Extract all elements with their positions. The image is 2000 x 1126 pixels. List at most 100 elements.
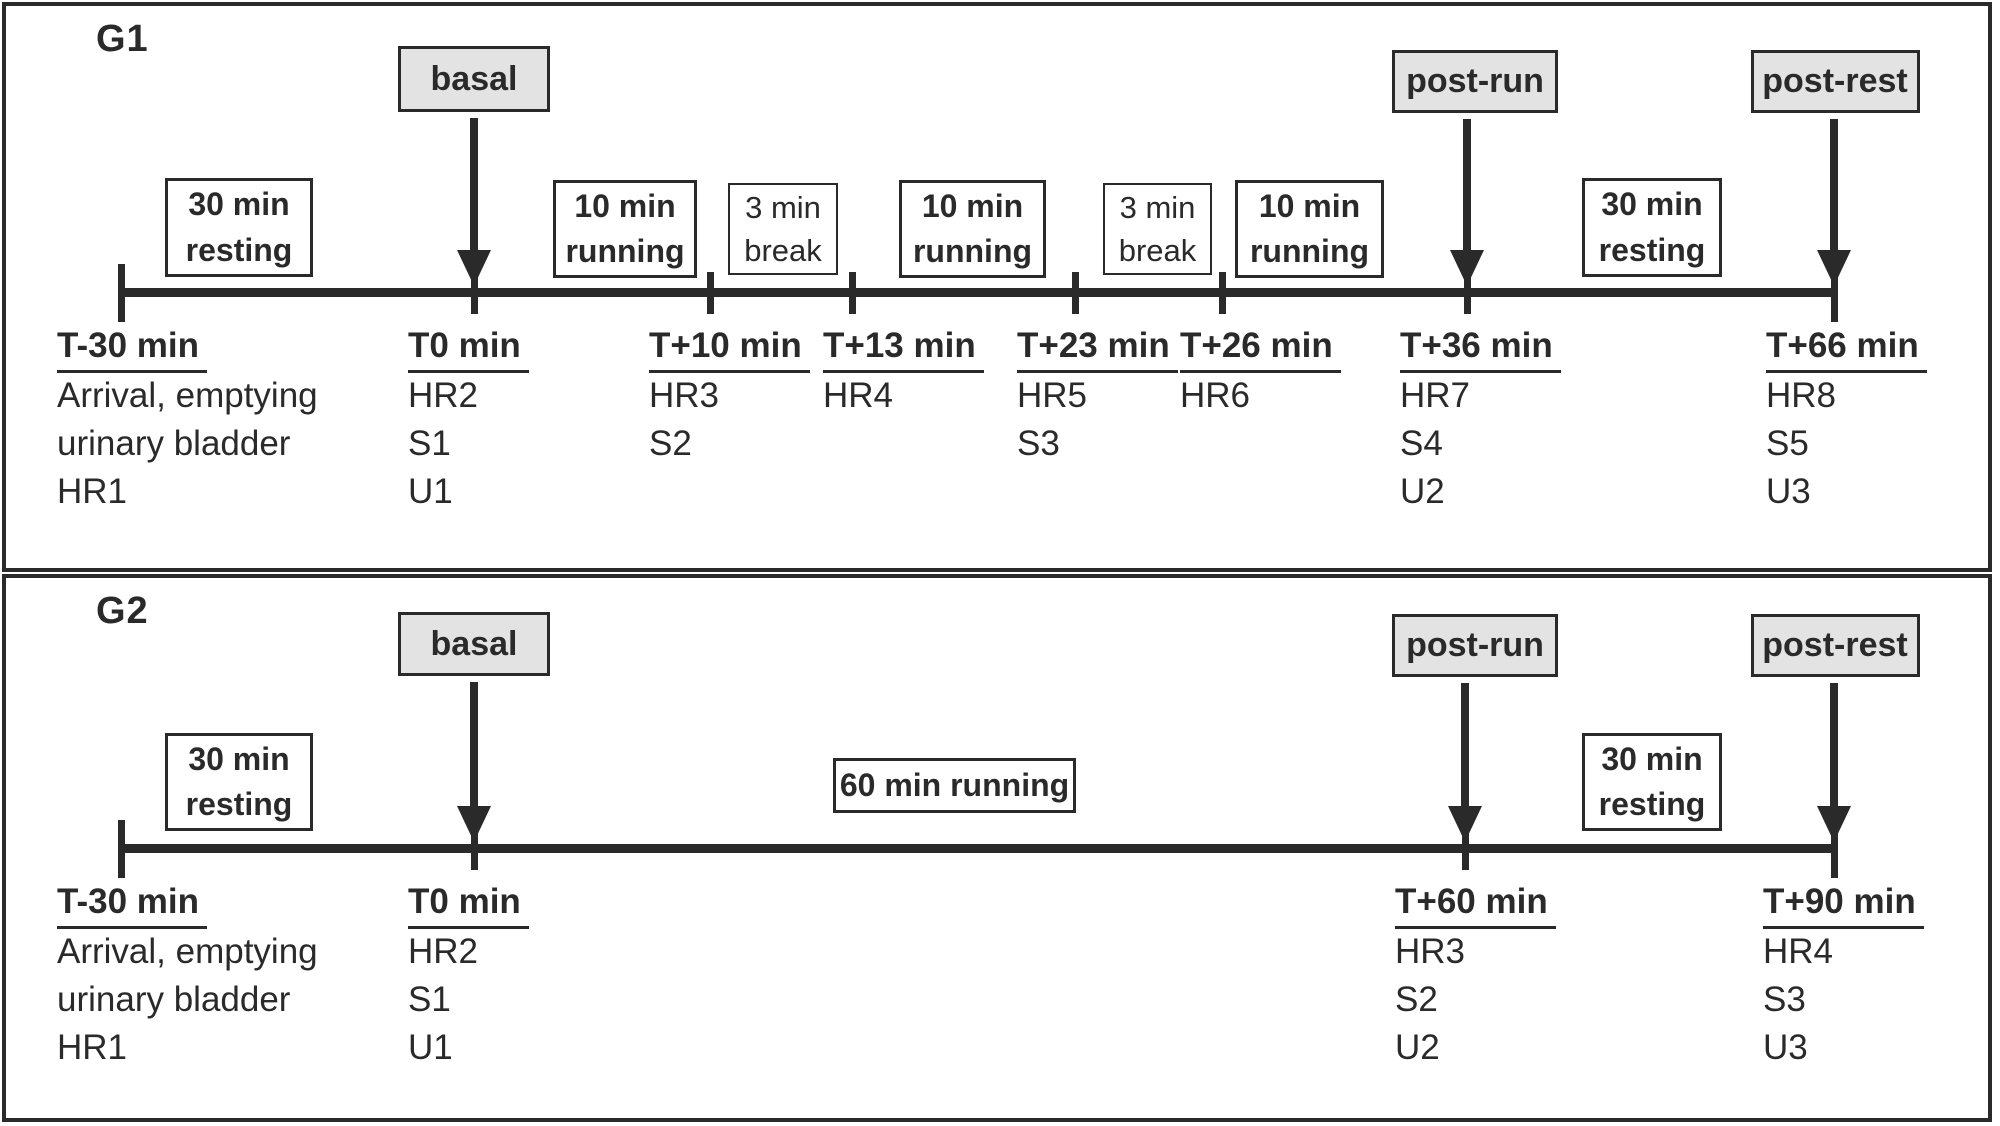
sample-point-box-postrest: post-rest xyxy=(1750,614,1920,677)
activity-box-line: 10 min xyxy=(574,187,676,224)
measurement-row: HR7 xyxy=(1400,376,1471,415)
down-arrow-head xyxy=(1817,806,1851,842)
panel-g2: G2 basal post-run post-rest 30 min resting 60 … xyxy=(2,574,1992,1122)
time-point-label: T+26 min xyxy=(1180,326,1341,373)
activity-box: 3 min break xyxy=(728,183,838,275)
activity-box-line: 10 min xyxy=(921,187,1024,224)
timeline-tick xyxy=(1462,827,1469,870)
activity-box-line: resting xyxy=(185,786,293,822)
timeline-tick xyxy=(118,263,125,322)
activity-box-line: resting xyxy=(185,231,293,268)
time-point-label: T0 min xyxy=(408,882,529,929)
time-point-label: T+60 min xyxy=(1395,882,1556,929)
activity-box: 30 min resting xyxy=(1582,178,1722,277)
activity-box: 10 min running xyxy=(553,180,697,278)
activity-box: 30 min resting xyxy=(1582,733,1722,831)
time-point-label: T-30 min xyxy=(57,326,207,373)
measurement-row: HR2 xyxy=(408,376,479,415)
activity-box-line: 30 min xyxy=(188,740,290,777)
activity-box-line: 3 min xyxy=(745,189,821,225)
measurement-row: HR4 xyxy=(823,376,894,415)
timeline-tick xyxy=(118,819,125,878)
time-point-label: T+90 min xyxy=(1763,882,1924,929)
down-arrow-stem xyxy=(1830,683,1838,808)
timeline-tick xyxy=(707,271,714,314)
time-point-label: T+66 min xyxy=(1766,326,1927,373)
measurement-row: S5 xyxy=(1766,424,1809,463)
sample-point-box-postrest: post-rest xyxy=(1750,50,1920,113)
measurement-row: Arrival, emptying xyxy=(57,376,318,415)
timeline-tick xyxy=(1831,819,1838,878)
activity-box-line: break xyxy=(1118,233,1197,268)
measurement-row: urinary bladder xyxy=(57,424,291,463)
activity-box: 10 min running xyxy=(899,180,1046,278)
measurement-row: Arrival, emptying xyxy=(57,932,318,971)
time-point-label: T+23 min xyxy=(1017,326,1178,373)
group-label: G1 xyxy=(96,18,149,60)
timeline-tick xyxy=(849,271,856,314)
measurement-row: U3 xyxy=(1763,1028,1808,1067)
timeline-tick xyxy=(1464,271,1471,314)
measurement-row: U3 xyxy=(1766,472,1811,511)
activity-box: 10 min running xyxy=(1235,180,1384,278)
down-arrow-stem xyxy=(470,682,478,808)
activity-box: 30 min resting xyxy=(165,178,313,277)
down-arrow-head xyxy=(1450,250,1484,286)
down-arrow-head xyxy=(1817,250,1851,286)
measurement-row: HR5 xyxy=(1017,376,1088,415)
sample-point-box-postrun: post-run xyxy=(1392,50,1558,113)
activity-box-line: running xyxy=(1249,233,1370,269)
time-point-label: T+13 min xyxy=(823,326,984,373)
measurement-row: S3 xyxy=(1017,424,1060,463)
activity-box-line: 30 min xyxy=(188,186,290,223)
sample-point-box-basal: basal xyxy=(398,46,550,112)
timeline-tick xyxy=(1831,263,1838,322)
activity-box-line: 10 min xyxy=(1258,187,1361,224)
measurement-row: S2 xyxy=(649,424,692,463)
activity-box: 60 min running xyxy=(833,758,1076,813)
measurement-row: HR1 xyxy=(57,472,128,511)
time-point-label: T0 min xyxy=(408,326,529,373)
timeline-tick xyxy=(471,271,478,314)
measurement-row: S1 xyxy=(408,980,451,1019)
down-arrow-stem xyxy=(1463,119,1471,252)
measurement-row: U1 xyxy=(408,1028,453,1067)
activity-box: 3 min break xyxy=(1103,183,1212,275)
down-arrow-head xyxy=(1448,806,1482,842)
measurement-row: HR4 xyxy=(1763,932,1834,971)
timeline-bar xyxy=(121,844,1838,853)
timeline-tick xyxy=(471,827,478,870)
activity-box-line: 30 min xyxy=(1601,740,1703,777)
sample-point-box-postrun: post-run xyxy=(1392,614,1558,677)
down-arrow-stem xyxy=(1830,119,1838,252)
timeline-tick xyxy=(1219,271,1226,314)
group-label: G2 xyxy=(96,590,149,632)
measurement-row: HR2 xyxy=(408,932,479,971)
activity-box-line: 30 min xyxy=(1601,186,1703,223)
measurement-row: HR1 xyxy=(57,1028,128,1067)
activity-box-line: resting xyxy=(1598,231,1706,268)
activity-box-line: 3 min xyxy=(1119,189,1196,225)
measurement-row: HR8 xyxy=(1766,376,1837,415)
measurement-row: urinary bladder xyxy=(57,980,291,1019)
time-point-label: T-30 min xyxy=(57,882,207,929)
down-arrow-stem xyxy=(1461,683,1469,808)
measurement-row: S2 xyxy=(1395,980,1438,1019)
activity-box-line: 60 min running xyxy=(839,766,1070,803)
activity-box-line: break xyxy=(744,233,822,268)
measurement-row: U1 xyxy=(408,472,453,511)
measurement-row: HR6 xyxy=(1180,376,1251,415)
measurement-row: U2 xyxy=(1400,472,1445,511)
panel-g1: G1 basal post-run post-rest 30 min resting 10 … xyxy=(2,2,1992,572)
time-point-label: T+10 min xyxy=(649,326,810,373)
sample-point-box-basal: basal xyxy=(398,612,550,676)
activity-box: 30 min resting xyxy=(165,733,313,831)
measurement-row: HR3 xyxy=(1395,932,1466,971)
timeline-bar xyxy=(121,288,1838,297)
measurement-row: HR3 xyxy=(649,376,720,415)
down-arrow-head xyxy=(457,250,491,286)
measurement-row: S1 xyxy=(408,424,451,463)
activity-box-line: running xyxy=(912,233,1033,269)
activity-box-line: running xyxy=(565,233,685,269)
